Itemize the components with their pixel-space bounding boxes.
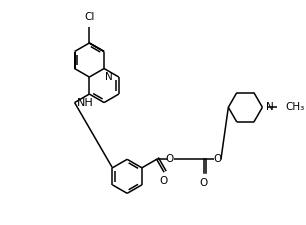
Text: O: O: [213, 154, 221, 164]
Text: NH: NH: [76, 98, 93, 108]
Text: N: N: [266, 102, 274, 112]
Text: O: O: [166, 154, 174, 164]
Text: O: O: [200, 178, 208, 188]
Text: O: O: [160, 176, 168, 186]
Text: Cl: Cl: [84, 12, 95, 22]
Text: N: N: [105, 72, 113, 82]
Text: CH₃: CH₃: [285, 102, 304, 112]
